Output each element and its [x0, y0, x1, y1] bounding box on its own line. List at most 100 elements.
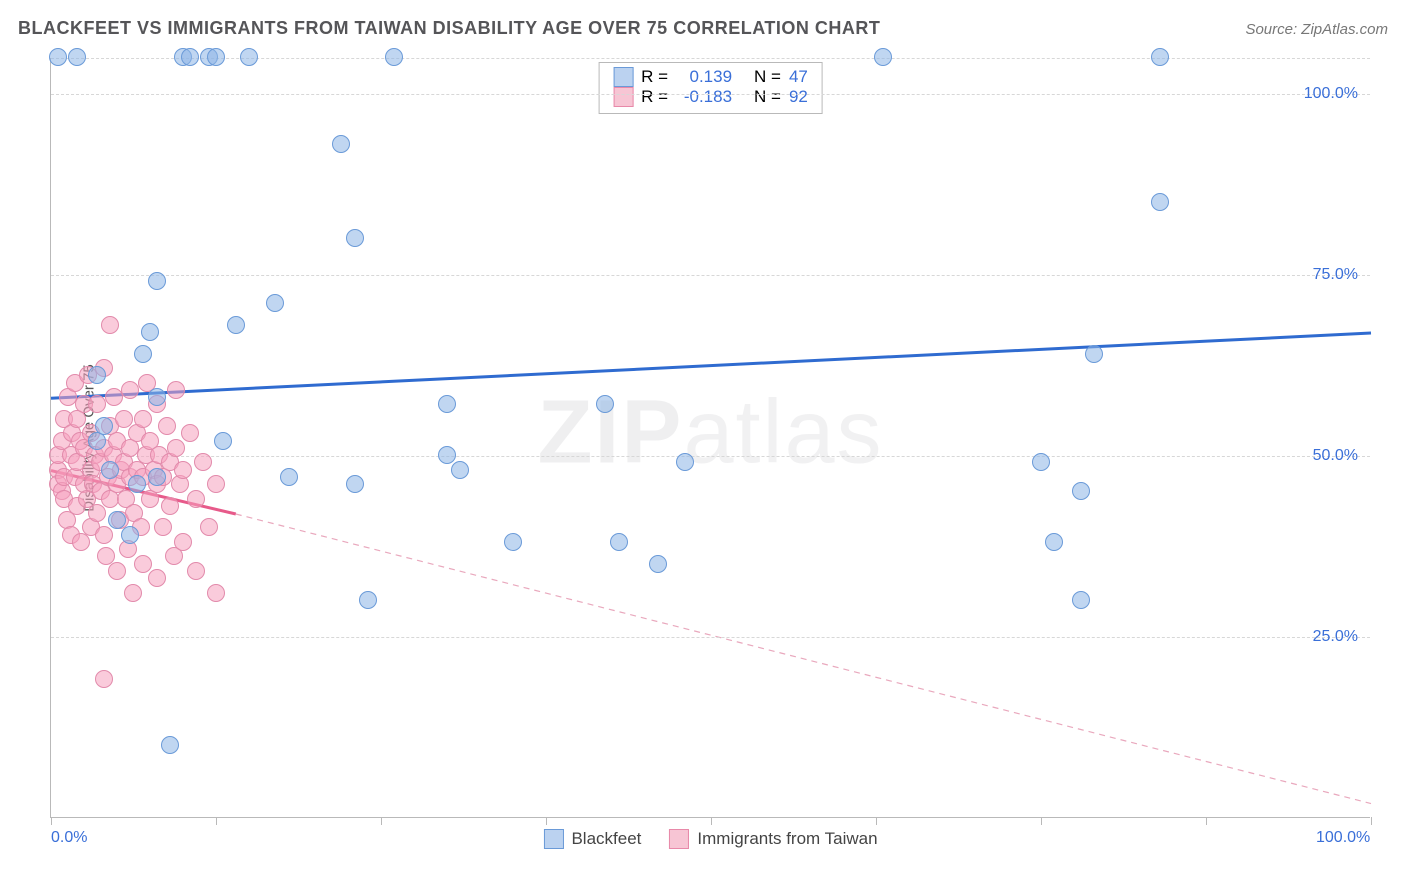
data-point-blackfeet	[649, 555, 667, 573]
n-value: 47	[789, 67, 808, 87]
data-point-blackfeet	[438, 395, 456, 413]
data-point-taiwan	[108, 562, 126, 580]
data-point-taiwan	[174, 461, 192, 479]
data-point-taiwan	[187, 562, 205, 580]
y-tick-label: 25.0%	[1313, 628, 1358, 646]
data-point-taiwan	[187, 490, 205, 508]
data-point-taiwan	[207, 475, 225, 493]
data-point-blackfeet	[68, 48, 86, 66]
gridline-h	[51, 94, 1370, 95]
data-point-taiwan	[200, 518, 218, 536]
data-point-taiwan	[115, 410, 133, 428]
n-value: 92	[789, 87, 808, 107]
data-point-blackfeet	[121, 526, 139, 544]
data-point-taiwan	[158, 417, 176, 435]
x-axis-label: 100.0%	[1316, 829, 1370, 847]
data-point-taiwan	[95, 526, 113, 544]
x-tick	[876, 817, 877, 825]
data-point-blackfeet	[88, 366, 106, 384]
data-point-blackfeet	[346, 229, 364, 247]
data-point-blackfeet	[148, 388, 166, 406]
gridline-h	[51, 275, 1370, 276]
data-point-taiwan	[134, 410, 152, 428]
data-point-taiwan	[88, 504, 106, 522]
data-point-blackfeet	[148, 272, 166, 290]
data-point-blackfeet	[101, 461, 119, 479]
data-point-blackfeet	[161, 736, 179, 754]
x-tick	[1371, 817, 1372, 825]
data-point-taiwan	[181, 424, 199, 442]
x-tick	[381, 817, 382, 825]
r-label: R =	[641, 87, 668, 107]
data-point-blackfeet	[359, 591, 377, 609]
x-tick	[1041, 817, 1042, 825]
data-point-blackfeet	[134, 345, 152, 363]
plot-area: ZIPatlas Disability Age Over 75 R = 0.13…	[50, 58, 1370, 818]
trend-lines	[51, 58, 1370, 817]
data-point-blackfeet	[1032, 453, 1050, 471]
data-point-taiwan	[88, 395, 106, 413]
data-point-blackfeet	[266, 294, 284, 312]
data-point-blackfeet	[385, 48, 403, 66]
y-tick-label: 75.0%	[1313, 266, 1358, 284]
data-point-taiwan	[194, 453, 212, 471]
data-point-blackfeet	[1072, 591, 1090, 609]
legend-item-blackfeet: Blackfeet	[543, 829, 641, 849]
r-value: 0.139	[676, 67, 732, 87]
legend-stats-row: R = -0.183 N = 92	[613, 87, 808, 107]
data-point-taiwan	[95, 670, 113, 688]
data-point-taiwan	[161, 497, 179, 515]
x-axis-label: 0.0%	[51, 829, 87, 847]
data-point-blackfeet	[1045, 533, 1063, 551]
data-point-blackfeet	[49, 48, 67, 66]
data-point-blackfeet	[596, 395, 614, 413]
data-point-taiwan	[167, 439, 185, 457]
gridline-h	[51, 637, 1370, 638]
data-point-blackfeet	[504, 533, 522, 551]
data-point-blackfeet	[181, 48, 199, 66]
y-tick-label: 100.0%	[1304, 85, 1358, 103]
data-point-blackfeet	[610, 533, 628, 551]
legend-stats-row: R = 0.139 N = 47	[613, 67, 808, 87]
chart-header: BLACKFEET VS IMMIGRANTS FROM TAIWAN DISA…	[18, 18, 1388, 39]
data-point-blackfeet	[332, 135, 350, 153]
x-tick	[51, 817, 52, 825]
legend-label: Blackfeet	[571, 829, 641, 849]
gridline-h	[51, 456, 1370, 457]
x-tick	[711, 817, 712, 825]
chart-title: BLACKFEET VS IMMIGRANTS FROM TAIWAN DISA…	[18, 18, 880, 39]
data-point-blackfeet	[346, 475, 364, 493]
data-point-taiwan	[134, 555, 152, 573]
data-point-blackfeet	[874, 48, 892, 66]
data-point-blackfeet	[676, 453, 694, 471]
n-label: N =	[754, 87, 781, 107]
data-point-blackfeet	[280, 468, 298, 486]
data-point-blackfeet	[1072, 482, 1090, 500]
legend-label: Immigrants from Taiwan	[697, 829, 877, 849]
x-tick	[1206, 817, 1207, 825]
x-tick	[546, 817, 547, 825]
data-point-taiwan	[148, 569, 166, 587]
plot-inner: ZIPatlas Disability Age Over 75 R = 0.13…	[50, 58, 1370, 818]
data-point-blackfeet	[438, 446, 456, 464]
chart-source: Source: ZipAtlas.com	[1245, 21, 1388, 38]
data-point-blackfeet	[227, 316, 245, 334]
n-label: N =	[754, 67, 781, 87]
data-point-blackfeet	[240, 48, 258, 66]
data-point-taiwan	[167, 381, 185, 399]
data-point-blackfeet	[207, 48, 225, 66]
data-point-blackfeet	[1151, 48, 1169, 66]
data-point-blackfeet	[451, 461, 469, 479]
legend-series: Blackfeet Immigrants from Taiwan	[543, 829, 877, 849]
data-point-blackfeet	[141, 323, 159, 341]
data-point-blackfeet	[1151, 193, 1169, 211]
legend-square-pink	[669, 829, 689, 849]
data-point-blackfeet	[148, 468, 166, 486]
legend-stats: R = 0.139 N = 47 R = -0.183 N = 92	[598, 62, 823, 114]
data-point-taiwan	[154, 518, 172, 536]
y-tick-label: 50.0%	[1313, 447, 1358, 465]
data-point-blackfeet	[128, 475, 146, 493]
r-label: R =	[641, 67, 668, 87]
data-point-blackfeet	[108, 511, 126, 529]
x-tick	[216, 817, 217, 825]
